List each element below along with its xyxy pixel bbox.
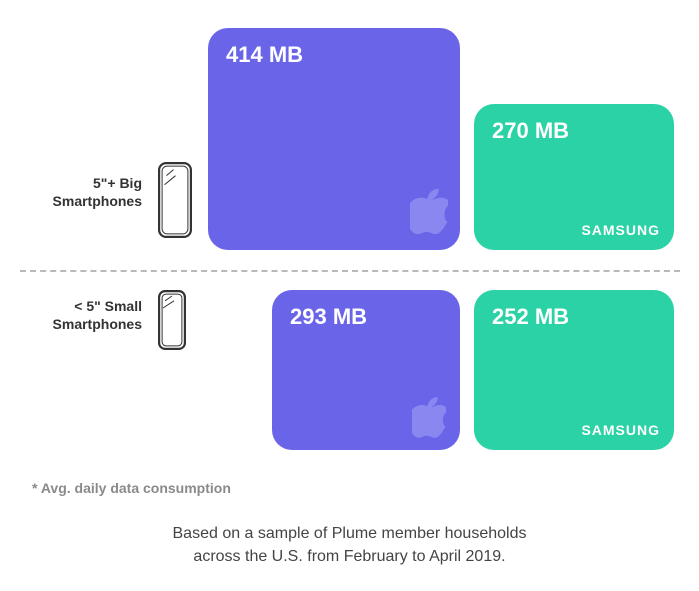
caption-line2: across the U.S. from February to April 2…: [193, 548, 505, 565]
row-label-small: < 5" Small Smartphones: [2, 298, 142, 333]
samsung-logo-icon: SAMSUNG: [581, 222, 660, 238]
row-label-big-line1: 5"+ Big: [93, 175, 142, 191]
row-label-small-line1: < 5" Small: [74, 298, 142, 314]
box-small-apple-value: 293 MB: [290, 304, 367, 330]
phone-big-icon: [158, 162, 192, 243]
samsung-logo-icon: SAMSUNG: [581, 422, 660, 438]
box-small-samsung: 252 MB SAMSUNG: [474, 290, 674, 450]
row-label-small-line2: Smartphones: [53, 316, 142, 332]
phone-small-icon: [158, 290, 186, 355]
apple-logo-icon: [410, 188, 448, 239]
box-small-apple: 293 MB: [272, 290, 460, 450]
row-label-big-line2: Smartphones: [53, 193, 142, 209]
box-big-samsung-value: 270 MB: [492, 118, 569, 144]
box-small-samsung-value: 252 MB: [492, 304, 569, 330]
row-label-big: 5"+ Big Smartphones: [2, 175, 142, 210]
apple-logo-icon: [412, 396, 446, 443]
caption-line1: Based on a sample of Plume member househ…: [173, 525, 527, 542]
footnote-text: * Avg. daily data consumption: [32, 480, 231, 496]
caption-text: Based on a sample of Plume member househ…: [0, 522, 699, 568]
box-big-apple: 414 MB: [208, 28, 460, 250]
row-divider: [20, 270, 680, 272]
infographic-canvas: { "colors": { "apple_box": "#6a65e8", "a…: [0, 0, 699, 591]
box-big-apple-value: 414 MB: [226, 42, 303, 68]
box-big-samsung: 270 MB SAMSUNG: [474, 104, 674, 250]
